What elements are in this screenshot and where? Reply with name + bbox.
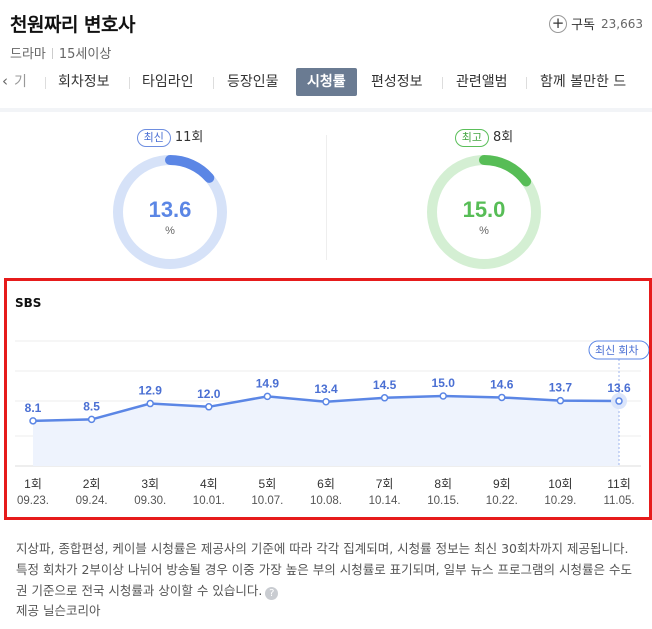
subscriber-count: 23,663 bbox=[601, 16, 643, 31]
data-point bbox=[556, 396, 565, 405]
data-label: 14.5 bbox=[373, 378, 397, 392]
tab-characters[interactable]: 등장인물 bbox=[227, 74, 279, 90]
x-tick-episode: 5회 bbox=[259, 477, 277, 491]
data-point bbox=[29, 417, 37, 425]
data-label: 8.5 bbox=[83, 399, 100, 413]
x-tick-date: 11.05. bbox=[603, 495, 634, 507]
tab-timeline[interactable]: 타임라인 bbox=[142, 74, 194, 90]
highest-badge: 최고 bbox=[454, 129, 489, 147]
latest-donut-arc bbox=[113, 155, 227, 269]
x-tick-date: 10.22. bbox=[486, 495, 518, 507]
tab-schedule[interactable]: 편성정보 bbox=[371, 74, 423, 90]
tab-episode-info[interactable]: 회차정보 bbox=[58, 74, 110, 90]
tab-divider bbox=[526, 77, 527, 89]
subscribe-label: 구독 bbox=[571, 18, 595, 33]
program-title[interactable]: 천원짜리 변호사 bbox=[10, 14, 135, 36]
tab-bar: ‹ 기 회차정보 타임라인 등장인물 시청률 편성정보 관련앨범 함께 볼만한 … bbox=[0, 68, 652, 98]
data-label: 8.1 bbox=[25, 401, 42, 415]
x-tick-episode: 3회 bbox=[141, 477, 159, 491]
tab-partial[interactable]: 기 bbox=[14, 74, 27, 90]
highest-unit: % bbox=[479, 225, 489, 237]
x-tick-date: 09.30. bbox=[134, 495, 166, 507]
highest-donut-arc bbox=[427, 155, 541, 269]
age-rating-label: 15세이상 bbox=[58, 47, 112, 62]
x-tick-date: 10.29. bbox=[544, 495, 576, 507]
data-label: 13.7 bbox=[549, 381, 573, 395]
x-tick-date: 10.08. bbox=[310, 495, 342, 507]
x-tick-episode: 4회 bbox=[200, 477, 218, 491]
data-label: 12.9 bbox=[139, 384, 163, 398]
data-point bbox=[380, 394, 389, 402]
data-point bbox=[439, 392, 447, 400]
tab-related-dramas[interactable]: 함께 볼만한 드 bbox=[540, 74, 627, 90]
plus-icon: + bbox=[549, 14, 568, 33]
x-tick-date: 10.07. bbox=[251, 495, 283, 507]
latest-donut-chart: 13.6 % bbox=[113, 155, 227, 269]
latest-badge: 최신 bbox=[136, 129, 171, 147]
data-label: 12.0 bbox=[197, 387, 221, 401]
question-circle-icon[interactable]: ? bbox=[265, 587, 279, 600]
chart-highlight-frame bbox=[4, 278, 652, 520]
data-point bbox=[263, 392, 272, 401]
data-label: 13.4 bbox=[314, 382, 338, 396]
latest-unit: % bbox=[165, 225, 175, 237]
area-fill bbox=[33, 396, 619, 466]
x-tick-episode: 1회 bbox=[24, 477, 42, 491]
data-point bbox=[205, 403, 213, 411]
highest-episode: 8회 bbox=[493, 130, 514, 145]
tab-albums[interactable]: 관련앨범 bbox=[456, 74, 508, 90]
data-label: 15.0 bbox=[432, 376, 456, 390]
x-tick-episode: 10회 bbox=[548, 477, 572, 491]
highest-summary: 최고 8회 bbox=[424, 126, 544, 147]
subscribe-button[interactable]: + 구독 23,663 bbox=[549, 14, 643, 33]
latest-episode-tag-label: 최신 회차 bbox=[595, 344, 639, 357]
x-tick-episode: 6회 bbox=[317, 477, 335, 491]
genre-label: 드라마 bbox=[10, 47, 46, 62]
data-point bbox=[146, 399, 154, 408]
summary-divider bbox=[326, 135, 327, 260]
tab-divider bbox=[129, 77, 130, 89]
highest-value: 15.0 bbox=[463, 197, 506, 222]
tab-ratings[interactable]: 시청률 bbox=[296, 68, 357, 96]
tab-divider bbox=[442, 77, 443, 89]
x-tick-episode: 9회 bbox=[493, 477, 511, 491]
x-tick-episode: 7회 bbox=[376, 477, 394, 491]
data-point bbox=[615, 397, 623, 405]
x-tick-episode: 11회 bbox=[607, 477, 631, 491]
data-label: 14.9 bbox=[256, 376, 280, 390]
meta-divider bbox=[51, 48, 53, 59]
data-point bbox=[498, 393, 506, 402]
latest-episode-tag bbox=[588, 340, 649, 360]
tab-divider bbox=[45, 77, 46, 89]
chart-title: SBS bbox=[15, 296, 42, 310]
x-tick-date: 09.24. bbox=[76, 495, 108, 507]
x-tick-date: 09.23. bbox=[17, 495, 49, 507]
x-tick-date: 10.01. bbox=[193, 495, 225, 507]
note-text: 지상파, 종합편성, 케이블 시청률은 제공사의 기준에 따라 각각 집계되며,… bbox=[16, 541, 633, 598]
program-meta: 드라마 15세이상 bbox=[10, 43, 111, 62]
ratings-note: 지상파, 종합편성, 케이블 시청률은 제공사의 기준에 따라 각각 집계되며,… bbox=[16, 538, 638, 601]
data-label: 14.6 bbox=[490, 377, 514, 391]
data-point bbox=[87, 415, 96, 424]
latest-value: 13.6 bbox=[149, 197, 192, 222]
data-point bbox=[322, 398, 330, 406]
tab-divider bbox=[213, 77, 214, 89]
x-tick-episode: 2회 bbox=[83, 477, 101, 491]
highest-donut-chart: 15.0 % bbox=[427, 155, 541, 269]
x-tick-episode: 8회 bbox=[434, 477, 452, 491]
ratings-line-chart: 최신 회차 8.1 1회 09.23. 8.5 2회 09.24. 12.9 3회 09.30. 1… bbox=[15, 340, 649, 507]
tab-prev-icon[interactable]: ‹ bbox=[2, 72, 8, 90]
latest-episode: 11회 bbox=[174, 130, 204, 145]
latest-summary: 최신 11회 bbox=[110, 126, 230, 147]
data-provider: 제공 닐슨코리아 bbox=[16, 603, 101, 618]
data-label: 13.6 bbox=[607, 381, 631, 395]
program-header: 천원짜리 변호사 드라마 15세이상 + 구독 23,663 ‹ 기 회차정보 타… bbox=[0, 0, 652, 108]
x-tick-date: 10.14. bbox=[369, 495, 401, 507]
x-tick-date: 10.15. bbox=[427, 495, 459, 507]
